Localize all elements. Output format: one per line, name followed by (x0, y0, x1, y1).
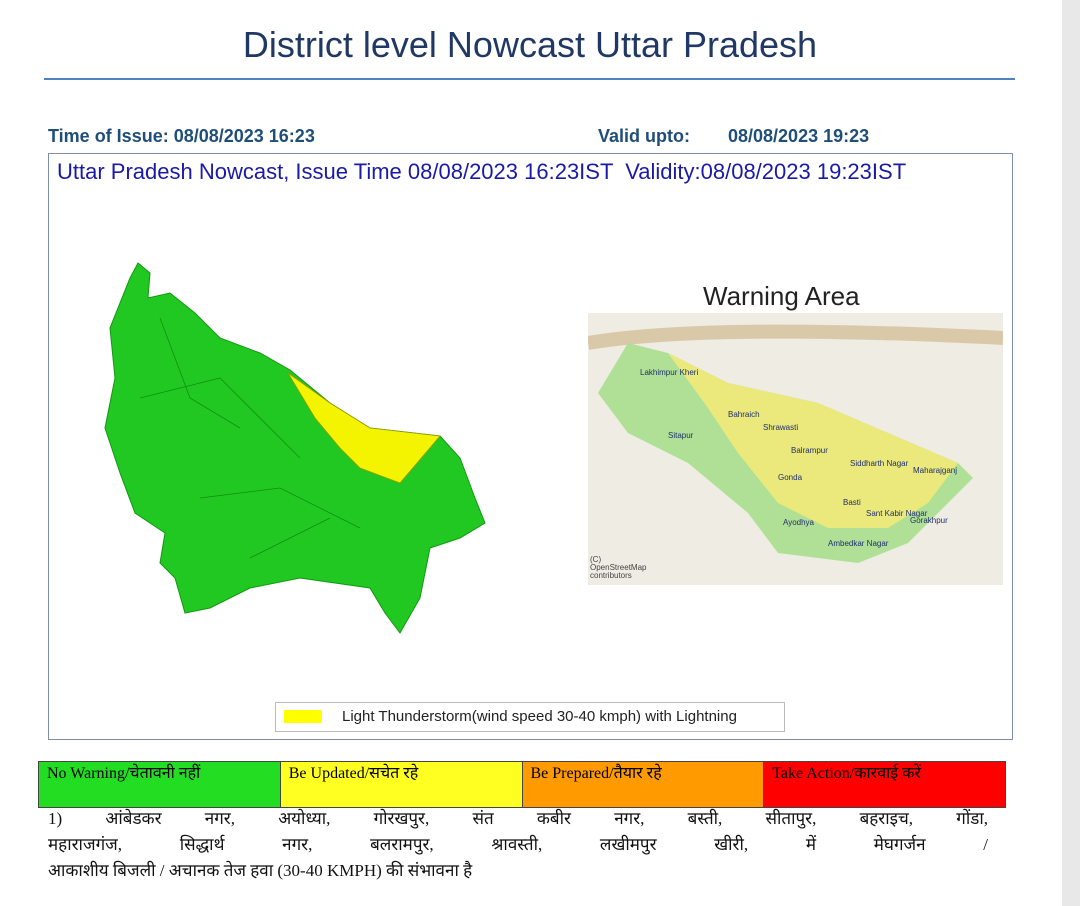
warning-levels: No Warning/चेतावनी नहीं Be Updated/सचेत … (38, 761, 1006, 808)
warning-zone (287, 372, 441, 484)
valid-label: Valid upto: (598, 126, 690, 146)
legend: Light Thunderstorm(wind speed 30-40 kmph… (275, 702, 785, 732)
place-label: Bahraich (728, 410, 760, 419)
bulletin-line: महाराजगंज, सिद्धार्थ नगर, बलरामपुर, श्रा… (48, 835, 988, 854)
bulletin-line: आकाशीय बिजली / अचानक तेज हवा (30-40 KMPH… (48, 861, 473, 880)
map-credit: contributors (590, 571, 632, 580)
map-frame (48, 153, 1013, 740)
level-cell: Be Updated/सचेत रहे (280, 762, 523, 807)
place-label: Gorakhpur (910, 516, 948, 525)
level-cell: No Warning/चेतावनी नहीं (39, 762, 281, 807)
state-shape (104, 262, 486, 634)
place-label: Balrampur (791, 446, 828, 455)
place-label: Sitapur (668, 431, 694, 440)
scrollbar-strip (1062, 0, 1080, 906)
bulletin-line: 1) आंबेडकर नगर, अयोध्या, गोरखपुर, संत कब… (48, 809, 988, 828)
inset-map: Lakhimpur Kheri Bahraich Shrawasti Sitapur B… (588, 313, 1003, 585)
inset-shapes (588, 324, 1003, 563)
map-credit: (C) (590, 555, 602, 564)
place-label: Ayodhya (783, 518, 814, 527)
level-cell: Be Prepared/तैयार रहे (522, 762, 765, 807)
rule (44, 78, 1015, 80)
place-label: Gonda (778, 473, 803, 482)
place-label: Sant Kabir Nagar (866, 509, 928, 518)
map-heading: Uttar Pradesh Nowcast, Issue Time 08/08/… (57, 159, 907, 184)
issue-time: Time of Issue: 08/08/2023 16:23 (48, 126, 315, 146)
legend-text: Light Thunderstorm(wind speed 30-40 kmph… (342, 708, 737, 725)
district-lines (139, 317, 361, 559)
place-label: Shrawasti (763, 423, 799, 432)
inset-title: Warning Area (703, 281, 860, 311)
title: District level Nowcast Uttar Pradesh (242, 24, 818, 65)
place-label: Lakhimpur Kheri (640, 368, 699, 377)
map-credit: OpenStreetMap (590, 563, 647, 572)
place-label: Ambedkar Nagar (828, 539, 889, 548)
place-label: Siddharth Nagar (850, 459, 909, 468)
place-label: Maharajganj (913, 466, 958, 475)
valid-time: 08/08/2023 19:23 (728, 126, 870, 146)
legend-swatch (284, 710, 322, 723)
place-label: Basti (843, 498, 861, 507)
state-map (104, 262, 486, 634)
level-cell: Take Action/कारवाई करें (764, 762, 1005, 807)
